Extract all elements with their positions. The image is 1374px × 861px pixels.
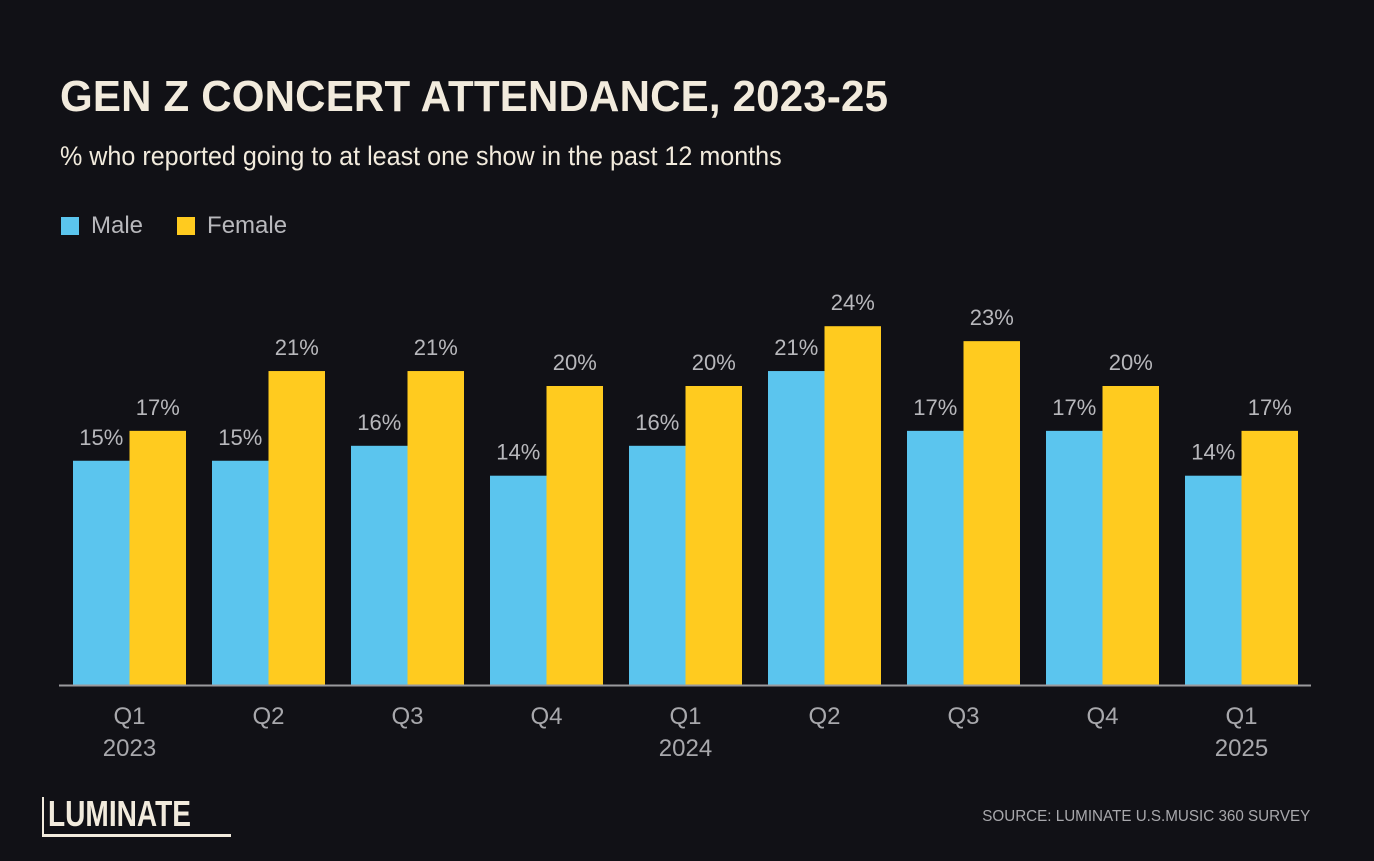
data-label-male-7: 17% [1052,395,1096,420]
bar-female-1 [268,371,325,685]
data-label-male-8: 14% [1191,440,1235,465]
x-tick-label-3: Q4 [530,703,562,730]
x-tick-year-4: 2024 [659,735,712,762]
legend-swatch-male [61,217,79,235]
luminate-logo: LUMINATE [42,793,232,837]
x-tick-label-2: Q3 [391,703,423,730]
data-label-female-1: 21% [275,335,319,360]
bar-female-0 [129,430,186,685]
bar-male-5 [768,371,825,685]
x-tick-label-6: Q3 [947,703,979,730]
data-label-female-4: 20% [692,350,736,375]
bar-female-4 [685,386,742,685]
chart-title: GEN Z CONCERT ATTENDANCE, 2023-25 [60,72,889,121]
data-label-male-5: 21% [774,335,818,360]
x-tick-label-8: Q1 [1225,703,1257,730]
x-tick-label-1: Q2 [252,703,284,730]
data-label-female-0: 17% [136,395,180,420]
data-label-female-6: 23% [970,305,1014,330]
data-label-male-3: 14% [496,440,540,465]
legend-item-male: Male [61,212,143,240]
bar-male-7 [1046,430,1103,685]
x-tick-label-7: Q4 [1086,703,1118,730]
bar-female-7 [1102,386,1159,685]
data-label-male-0: 15% [79,425,123,450]
legend-item-female: Female [177,212,287,240]
data-label-male-6: 17% [913,395,957,420]
bar-male-4 [629,445,686,685]
chart-subtitle: % who reported going to at least one sho… [60,141,782,171]
logo-text: LUMINATE [48,793,191,834]
bar-female-8 [1241,430,1298,685]
data-label-female-7: 20% [1109,350,1153,375]
bar-male-3 [490,475,547,685]
bar-female-2 [407,371,464,685]
bar-female-5 [824,326,881,685]
x-tick-label-5: Q2 [808,703,840,730]
legend-swatch-female [177,217,196,235]
bar-female-6 [963,341,1020,685]
bar-male-6 [907,430,964,685]
x-tick-label-4: Q1 [669,703,701,730]
bar-male-2 [351,445,408,685]
legend: Male Female [61,212,321,240]
data-label-female-3: 20% [553,350,597,375]
source-note: SOURCE: LUMINATE U.S.MUSIC 360 SURVEY [981,808,1310,825]
legend-label-male: Male [91,212,144,239]
data-label-male-2: 16% [357,410,401,435]
bar-male-8 [1185,475,1242,685]
bar-male-1 [212,460,269,685]
bar-male-0 [73,460,130,685]
data-label-male-1: 15% [218,425,262,450]
x-tick-year-0: 2023 [103,735,156,762]
legend-label-female: Female [207,212,288,239]
data-label-female-5: 24% [831,290,875,315]
data-label-male-4: 16% [635,410,679,435]
x-tick-year-8: 2025 [1215,735,1268,762]
x-tick-label-0: Q1 [113,703,145,730]
data-label-female-2: 21% [414,335,458,360]
bar-female-3 [546,386,603,685]
data-label-female-8: 17% [1248,395,1292,420]
